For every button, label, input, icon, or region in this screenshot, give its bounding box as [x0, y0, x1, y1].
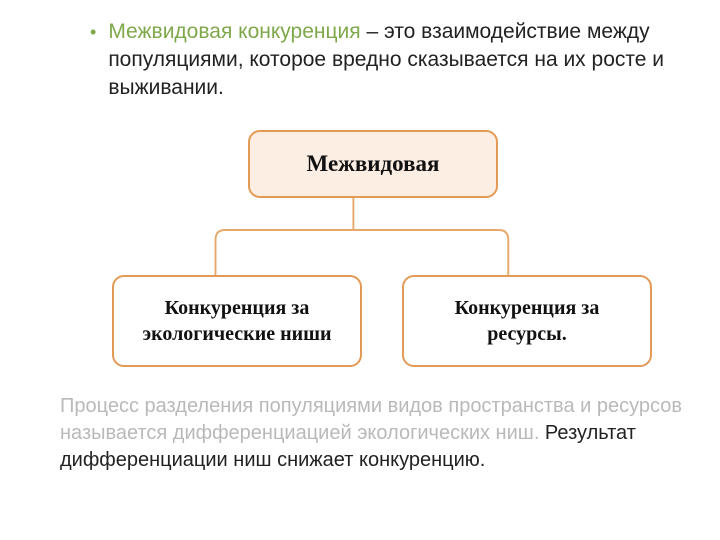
bullet-dash: –: [361, 20, 384, 43]
diagram: Межвидовая Конкуренция за экологические …: [20, 120, 700, 400]
bullet-term: Межвидовая конкуренция: [108, 20, 360, 43]
node-child-right-inner: Конкуренция за ресурсы.: [402, 275, 652, 367]
node-root-inner: Межвидовая: [248, 130, 498, 198]
bullet-marker-icon: •: [90, 18, 96, 46]
connector-right: [499, 230, 508, 275]
slide: • Межвидовая конкуренция – это взаимодей…: [0, 0, 720, 540]
node-child-left-inner: Конкуренция за экологические ниши: [112, 275, 362, 367]
node-child-right: Конкуренция за ресурсы.: [402, 275, 652, 367]
node-root-label: Межвидовая: [307, 151, 440, 177]
node-root: Межвидовая: [248, 130, 498, 198]
node-child-right-label: Конкуренция за ресурсы.: [414, 295, 640, 347]
bullet-text: Межвидовая конкуренция – это взаимодейст…: [108, 18, 680, 102]
main-bullet: • Межвидовая конкуренция – это взаимодей…: [20, 18, 700, 102]
connector-left: [216, 230, 225, 275]
node-child-left-label: Конкуренция за экологические ниши: [124, 295, 350, 347]
closing-paragraph: Процесс разделения популяциями видов про…: [60, 393, 720, 474]
node-child-left: Конкуренция за экологические ниши: [112, 275, 362, 367]
